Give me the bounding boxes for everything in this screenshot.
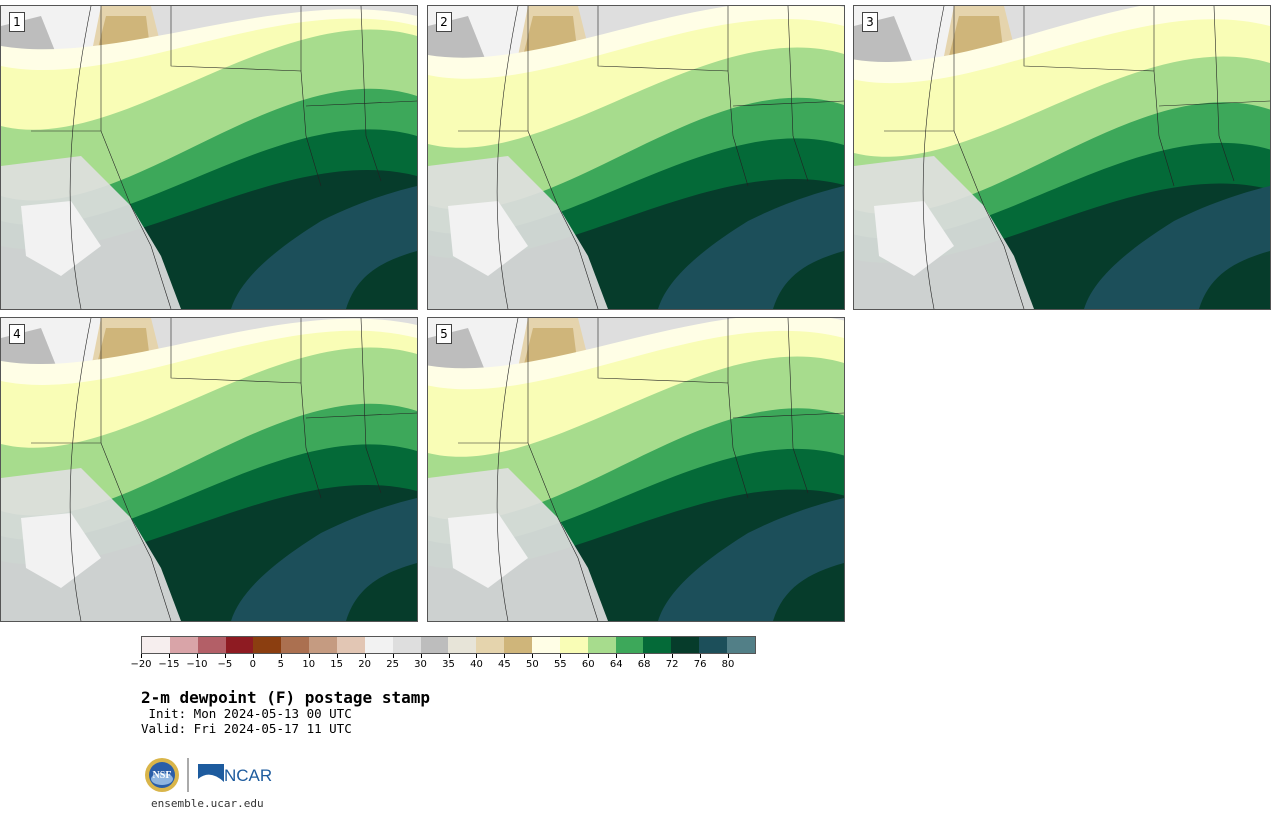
colorbar-tick (644, 654, 646, 658)
colorbar-swatch (671, 637, 700, 653)
colorbar-tick-label: −5 (217, 659, 233, 670)
colorbar-tick-label: −10 (186, 659, 208, 670)
svg-text:NSF: NSF (153, 770, 172, 781)
colorbar-tick-label: 64 (609, 659, 623, 670)
ncar-logo: NCAR (198, 764, 272, 785)
colorbar-swatch (476, 637, 505, 653)
colorbar-tick (336, 654, 338, 658)
logos: NSF NCAR (144, 755, 274, 795)
colorbar-tick (672, 654, 674, 658)
panel-number: 2 (436, 12, 452, 32)
website-url: ensemble.ucar.edu (151, 797, 264, 810)
colorbar-swatch (504, 637, 533, 653)
colorbar-swatch (364, 637, 393, 653)
svg-text:NCAR: NCAR (224, 766, 272, 785)
colorbar-tick (141, 654, 142, 658)
colorbar-tick-label: 35 (442, 659, 455, 670)
map-panel-5: 5 (427, 317, 845, 622)
colorbar-ticks: −20 −15 −10 −5 0 5 10 15 20 25 30 35 40 45 50 55 60 64 68 7… (130, 654, 756, 678)
colorbar-tick (252, 654, 254, 658)
colorbar-swatch (142, 637, 170, 653)
colorbar-tick-label: 45 (498, 659, 511, 670)
colorbar-tick-label: 5 (277, 659, 284, 670)
valid-time: Valid: Fri 2024-05-17 11 UTC (141, 721, 352, 736)
colorbar (141, 636, 756, 654)
panel-number: 5 (436, 324, 452, 344)
colorbar-tick (616, 654, 618, 658)
colorbar-swatch (281, 637, 310, 653)
map-panel-1: 1 (0, 5, 418, 310)
nsf-logo: NSF (145, 758, 179, 792)
colorbar-tick-label: 50 (525, 659, 539, 670)
colorbar-tick-label: −15 (158, 659, 180, 670)
colorbar-swatch (643, 637, 672, 653)
colorbar-tick-label: 80 (721, 659, 735, 670)
colorbar-swatch (587, 637, 616, 653)
map-title: 2-m dewpoint (F) postage stamp (141, 688, 430, 707)
map-panel-2: 2 (427, 5, 845, 310)
map-panel-4: 4 (0, 317, 418, 622)
panel-number: 1 (9, 12, 25, 32)
colorbar-tick-label: 15 (330, 659, 344, 670)
colorbar-swatch (337, 637, 365, 653)
colorbar-swatch (559, 637, 588, 653)
init-time: Init: Mon 2024-05-13 00 UTC (141, 706, 352, 721)
colorbar-tick (392, 654, 394, 658)
colorbar-tick-label: 60 (581, 659, 595, 670)
colorbar-swatch (392, 637, 421, 653)
colorbar-tick (308, 654, 310, 658)
colorbar-swatch (169, 637, 198, 653)
colorbar-tick (224, 654, 226, 658)
colorbar-tick (504, 654, 506, 658)
colorbar-tick (588, 654, 590, 658)
colorbar-tick (168, 654, 170, 658)
colorbar-swatch (532, 637, 560, 653)
colorbar-tick-label: −20 (130, 659, 152, 670)
colorbar-swatch (448, 637, 477, 653)
colorbar-swatch (309, 637, 338, 653)
colorbar-tick-label: 55 (553, 659, 567, 670)
colorbar-tick-label: 76 (693, 659, 707, 670)
colorbar-tick-label: 0 (249, 659, 256, 670)
colorbar-tick-label: 72 (665, 659, 679, 670)
colorbar-tick (700, 654, 702, 658)
colorbar-tick-label: 68 (637, 659, 651, 670)
colorbar-tick (728, 654, 730, 658)
colorbar-swatch (225, 637, 254, 653)
colorbar-tick-label: 40 (470, 659, 483, 670)
colorbar-swatch (615, 637, 644, 653)
colorbar-tick (420, 654, 422, 658)
colorbar-tick (560, 654, 562, 658)
colorbar-swatch (420, 637, 449, 653)
colorbar-tick (196, 654, 198, 658)
colorbar-swatch (727, 637, 755, 653)
colorbar-tick (448, 654, 450, 658)
colorbar-swatch (699, 637, 728, 653)
colorbar-tick (280, 654, 282, 658)
panel-number: 3 (862, 12, 878, 32)
colorbar-swatch (197, 637, 226, 653)
colorbar-tick (364, 654, 366, 658)
colorbar-tick-label: 10 (302, 659, 316, 670)
colorbar-tick (476, 654, 478, 658)
colorbar-tick-label: 30 (414, 659, 427, 670)
panel-number: 4 (9, 324, 25, 344)
colorbar-tick-label: 20 (358, 659, 371, 670)
map-panel-3: 3 (853, 5, 1271, 310)
colorbar-tick-label: 25 (386, 659, 399, 670)
colorbar-tick (532, 654, 534, 658)
colorbar-swatch (253, 637, 282, 653)
